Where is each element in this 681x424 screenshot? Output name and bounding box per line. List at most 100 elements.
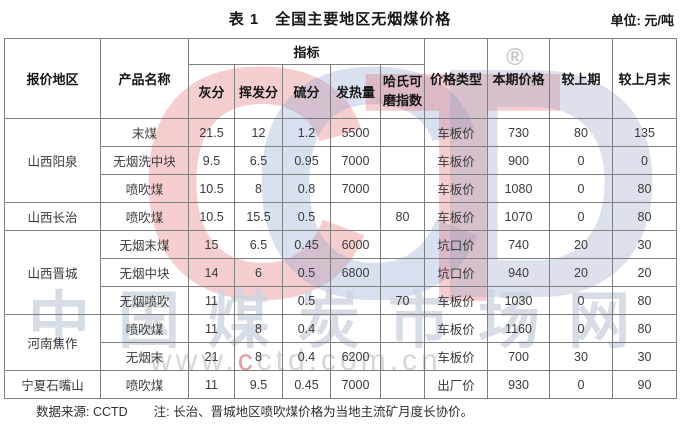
cell-product: 无烟末煤 (100, 230, 189, 259)
table-row: 河南焦作 喷吹煤 11 8 0.4 车板价 1160 0 80 (4, 314, 677, 371)
header-current-price: 本期价格 (487, 38, 550, 119)
anthracite-price-table: 报价地区 产品名称 指标 价格类型 本期价格 较上期 较上月末 灰分 挥发分 硫… (4, 38, 677, 399)
page-title: 表 1 全国主要地区无烟煤价格 (228, 11, 452, 28)
cell-ash: 11 (188, 370, 235, 399)
cell-calorific (330, 314, 381, 343)
cell-sulfur: 0.45 (282, 370, 331, 399)
header-hgi: 哈氏可 磨指数 (380, 64, 425, 119)
cell-ash: 11 (188, 286, 235, 315)
header-vs-prev: 较上期 (549, 38, 613, 119)
table-row: 无烟洗中块 9.5 6.5 0.95 7000 车板价 900 0 0 (5, 146, 677, 175)
cell-ash: 11 (188, 314, 235, 343)
cell-price-type: 车板价 (424, 118, 488, 147)
cell-sulfur: 0.4 (282, 314, 331, 343)
cell-vs-prev: 30 (549, 342, 613, 371)
cell-vs-prev: 0 (549, 286, 613, 315)
cell-calorific: 7000 (330, 370, 381, 399)
cell-volatile: 8 (234, 342, 283, 371)
cell-region: 宁夏石嘴山 (4, 370, 101, 399)
cell-price: 930 (487, 370, 550, 399)
cell-ash: 14 (188, 258, 235, 287)
cell-sulfur: 0.5 (282, 258, 331, 287)
cell-vs-month-end: 80 (612, 174, 677, 203)
cell-volatile: 6.5 (234, 146, 283, 175)
header-ash: 灰分 (188, 64, 235, 119)
cell-hgi (380, 230, 425, 259)
cell-hgi: 80 (380, 202, 425, 231)
cell-price: 1070 (487, 202, 550, 231)
cell-vs-prev: 0 (549, 146, 613, 175)
cell-vs-prev: 0 (549, 202, 613, 231)
cell-product: 无烟洗中块 (100, 146, 189, 175)
cell-vs-month-end: 20 (612, 258, 677, 287)
cell-region: 河南焦作 (4, 314, 101, 371)
header-vs-month-end: 较上月末 (612, 38, 677, 119)
table-header: 报价地区 产品名称 指标 价格类型 本期价格 较上期 较上月末 灰分 挥发分 硫… (4, 38, 677, 119)
cell-product: 喷吹煤 (100, 174, 189, 203)
unit-label: 单位: 元/吨 (610, 13, 674, 28)
cell-calorific (330, 202, 381, 231)
table-row: 无烟喷吹 11 0.5 70 车板价 1030 0 80 (5, 286, 677, 315)
cell-volatile: 8 (234, 174, 283, 203)
cell-price: 700 (487, 342, 550, 371)
cell-vs-month-end: 80 (612, 314, 677, 343)
data-source-label: 数据来源: CCTD (36, 405, 128, 419)
cell-product: 喷吹煤 (100, 370, 189, 399)
cell-product: 无烟中块 (100, 258, 189, 287)
cell-product: 喷吹煤 (100, 314, 189, 343)
cell-volatile: 6 (234, 258, 283, 287)
header-region: 报价地区 (4, 38, 101, 119)
cell-hgi (380, 258, 425, 287)
cell-price-type: 坑口价 (424, 230, 488, 259)
cell-price: 740 (487, 230, 550, 259)
cell-ash: 21.5 (188, 118, 235, 147)
cell-vs-month-end: 80 (612, 286, 677, 315)
header-product: 产品名称 (100, 38, 189, 119)
cell-sulfur: 0.4 (282, 342, 331, 371)
cell-region: 山西晋城 (4, 230, 101, 315)
table-row: 山西阳泉 末煤 21.5 12 1.2 5500 车板价 730 80 135 (4, 118, 677, 203)
cell-sulfur: 0.5 (282, 202, 331, 231)
cell-volatile: 9.5 (234, 370, 283, 399)
table-row: 无烟末 21 8 0.4 6200 车板价 700 30 30 (5, 342, 677, 371)
cell-ash: 9.5 (188, 146, 235, 175)
cell-calorific: 6200 (330, 342, 381, 371)
cell-vs-prev: 0 (549, 314, 613, 343)
cell-product: 喷吹煤 (100, 202, 189, 231)
header-hgi-line1: 哈氏可 (382, 73, 422, 89)
footer-note: 数据来源: CCTD 注: 长治、晋城地区喷吹煤价格为当地主流矿月度长协价。 (36, 401, 473, 420)
cell-product: 末煤 (100, 118, 189, 147)
cell-price: 730 (487, 118, 550, 147)
cell-region: 山西阳泉 (4, 118, 101, 203)
header-price-type: 价格类型 (424, 38, 488, 119)
cell-vs-month-end: 30 (612, 342, 677, 371)
cell-vs-month-end: 90 (612, 370, 677, 399)
cell-price: 1080 (487, 174, 550, 203)
cell-sulfur: 0.8 (282, 174, 331, 203)
cell-vs-month-end: 135 (612, 118, 677, 147)
cell-vs-month-end: 80 (612, 202, 677, 231)
title-bar: 表 1 全国主要地区无烟煤价格 单位: 元/吨 (4, 6, 676, 34)
cell-product: 无烟喷吹 (100, 286, 189, 315)
cell-calorific: 7000 (330, 146, 381, 175)
cell-volatile: 12 (234, 118, 283, 147)
cell-calorific: 6000 (330, 230, 381, 259)
header-volatile: 挥发分 (234, 64, 283, 119)
cell-ash: 21 (188, 342, 235, 371)
cell-price-type: 车板价 (424, 342, 488, 371)
cell-volatile: 6.5 (234, 230, 283, 259)
table-row: 无烟中块 14 6 0.5 6800 坑口价 940 20 20 (5, 258, 677, 287)
cell-vs-prev: 80 (549, 118, 613, 147)
cell-vs-prev: 20 (549, 230, 613, 259)
cell-price-type: 车板价 (424, 174, 488, 203)
header-hgi-line2: 磨指数 (382, 92, 422, 108)
cell-calorific: 7000 (330, 174, 381, 203)
cell-price: 900 (487, 146, 550, 175)
cell-sulfur: 0.45 (282, 230, 331, 259)
cell-sulfur: 1.2 (282, 118, 331, 147)
table-note: 注: 长治、晋城地区喷吹煤价格为当地主流矿月度长协价。 (153, 405, 474, 419)
cell-hgi (380, 118, 425, 147)
table-row: 山西长治 喷吹煤 10.5 15.5 0.5 80 车板价 1070 0 80 (4, 202, 677, 231)
cell-price-type: 车板价 (424, 146, 488, 175)
cell-price-type: 车板价 (424, 202, 488, 231)
